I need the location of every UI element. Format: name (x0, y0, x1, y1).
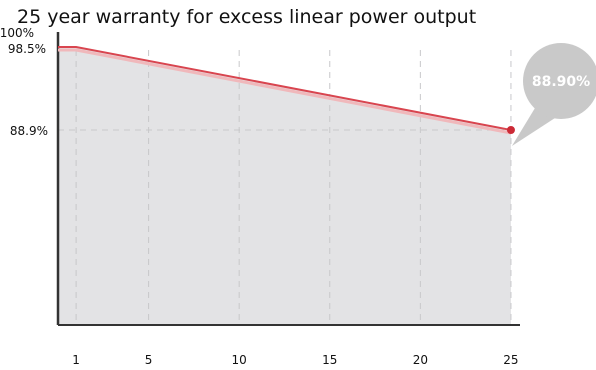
y-tick-label-100%: 100% (0, 26, 34, 40)
x-tick-label-20: 20 (413, 353, 428, 367)
x-tick-label-25: 25 (503, 353, 518, 367)
series-line (58, 46, 512, 131)
callout-tail (511, 108, 555, 146)
x-tick-label-10: 10 (232, 353, 247, 367)
y-tick-label-88.9%: 88.9% (10, 124, 48, 138)
series-line-shadow (58, 48, 512, 135)
x-tick-label-15: 15 (322, 353, 337, 367)
area-fill (58, 47, 511, 325)
x-tick-label-1: 1 (72, 353, 80, 367)
y-tick-label-98.5%: 98.5% (8, 42, 46, 56)
x-tick-label-5: 5 (145, 353, 153, 367)
end-point-marker (506, 126, 515, 134)
chart-title: 25 year warranty for excess linear power… (17, 6, 477, 28)
callout-bubble (523, 43, 596, 119)
callout-label: 88.90% (532, 74, 590, 90)
